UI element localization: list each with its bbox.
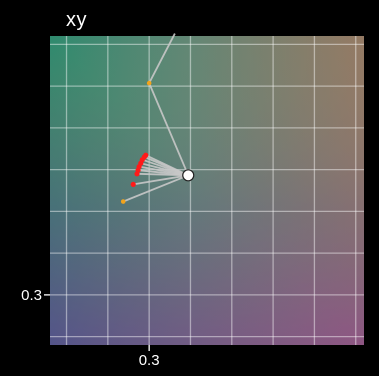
sample-point-red <box>134 171 140 177</box>
white-point-to-sample-line <box>122 174 189 203</box>
white-point-layer <box>182 169 195 182</box>
data-points <box>120 80 152 204</box>
sample-point-red <box>130 181 136 188</box>
path-lines <box>122 33 190 203</box>
white-point-marker <box>182 169 195 182</box>
x-tick-label: 0.3 <box>139 352 160 369</box>
sample-point-orange <box>146 80 152 86</box>
sample-point-orange <box>120 199 126 204</box>
white-point-to-sample-line <box>133 174 189 186</box>
white-point-to-sample-line <box>148 82 190 176</box>
axis-ticks <box>44 294 150 351</box>
tick-labels: 0.3 0.3 <box>21 287 159 369</box>
panel-title: xy <box>66 9 87 31</box>
y-tick-label: 0.3 <box>21 287 42 304</box>
plot-background-overlay-diagonal <box>50 36 364 345</box>
white-point-to-sample-line <box>136 172 189 177</box>
sample-path-segment <box>148 33 176 84</box>
